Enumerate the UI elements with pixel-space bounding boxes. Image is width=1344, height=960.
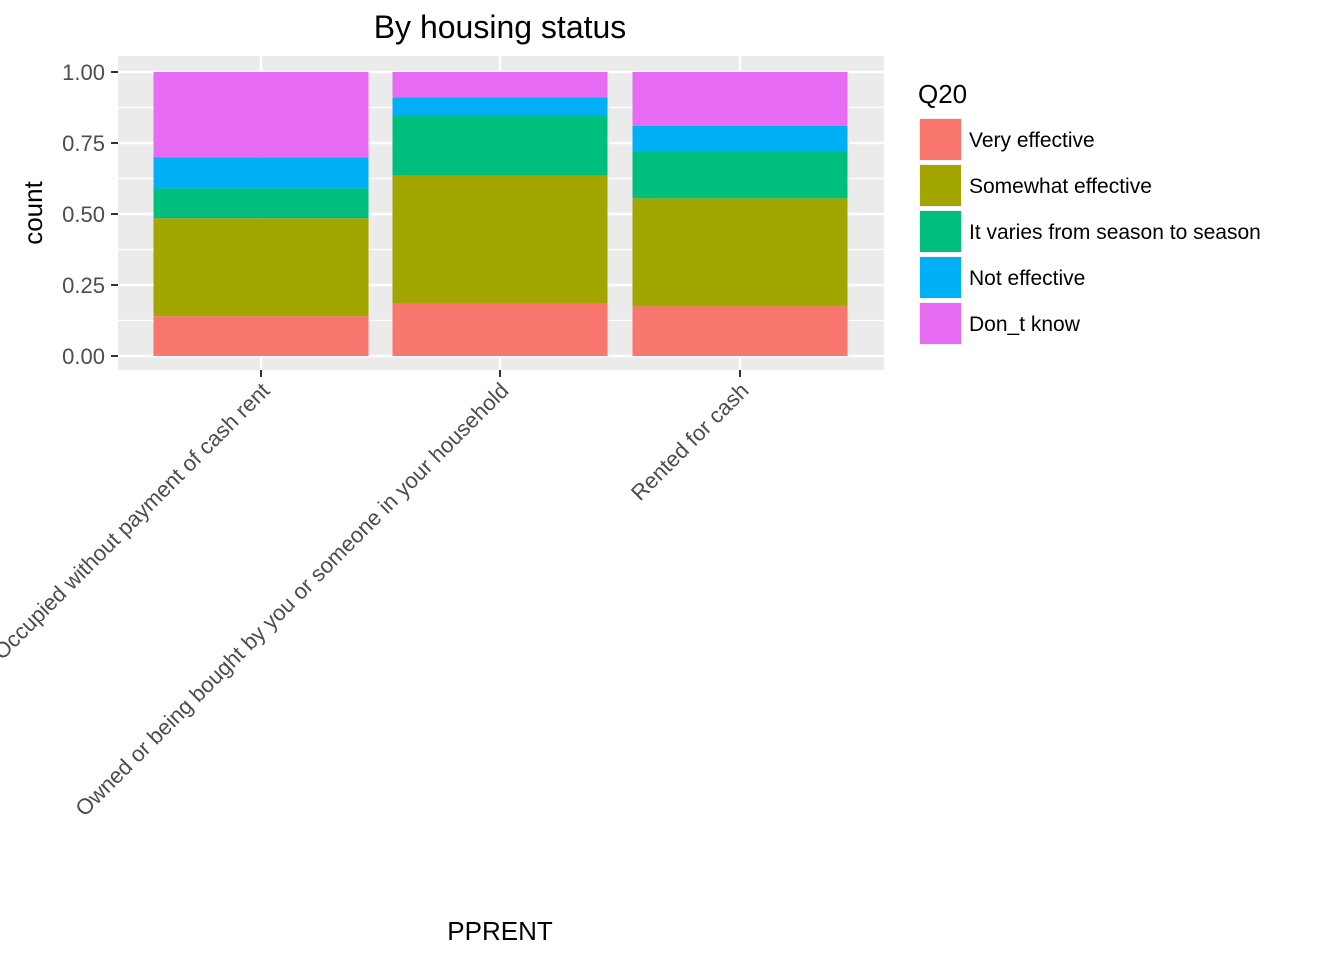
bar-segment — [153, 218, 369, 317]
legend: Q20 Very effective Somewhat effective It v… — [918, 79, 1261, 345]
legend-swatch — [920, 165, 961, 206]
legend-label: It varies from season to season — [969, 221, 1261, 244]
y-axis: 0.00 0.25 0.50 0.75 1.00 — [62, 60, 118, 369]
legend-label: Very effective — [969, 129, 1095, 152]
y-axis-title: count — [18, 180, 48, 244]
bar-segment — [153, 157, 369, 189]
y-tick-label: 0.75 — [62, 131, 105, 156]
y-tick-label: 0.25 — [62, 273, 105, 298]
legend-swatch — [920, 257, 961, 298]
x-tick-label: Rented for cash — [626, 378, 754, 506]
legend-items: Very effective Somewhat effective It varie… — [919, 118, 1261, 345]
legend-swatch — [920, 119, 961, 160]
legend-label: Don_t know — [969, 313, 1081, 336]
bar-segment — [392, 175, 608, 304]
y-tick-label: 0.00 — [62, 344, 105, 369]
y-tick-label: 0.50 — [62, 202, 105, 227]
bar-segment — [392, 97, 608, 117]
chart-title: By housing status — [374, 9, 627, 45]
bar-segment — [632, 306, 848, 356]
legend-swatch — [920, 303, 961, 344]
bar-segment — [153, 72, 369, 158]
legend-title: Q20 — [918, 79, 967, 109]
legend-swatch — [920, 211, 961, 252]
bar-segment — [153, 316, 369, 356]
legend-label: Somewhat effective — [969, 175, 1152, 198]
bar-segment — [392, 116, 608, 176]
bar-segment — [153, 188, 369, 219]
x-axis-title: PPRENT — [447, 916, 553, 946]
legend-label: Not effective — [969, 267, 1085, 290]
x-axis: Occupied without payment of cash rentOwn… — [0, 370, 754, 821]
bar-segment — [632, 198, 848, 307]
bars — [153, 72, 848, 356]
y-tick-label: 1.00 — [62, 60, 105, 85]
bar-segment — [392, 72, 608, 98]
bar-segment — [632, 151, 848, 199]
bar-segment — [632, 125, 848, 152]
x-tick-label: Occupied without payment of cash rent — [0, 378, 275, 665]
bar-segment — [392, 303, 608, 356]
x-tick-label: Owned or being bought by you or someone … — [70, 378, 513, 821]
bar-segment — [632, 72, 848, 126]
